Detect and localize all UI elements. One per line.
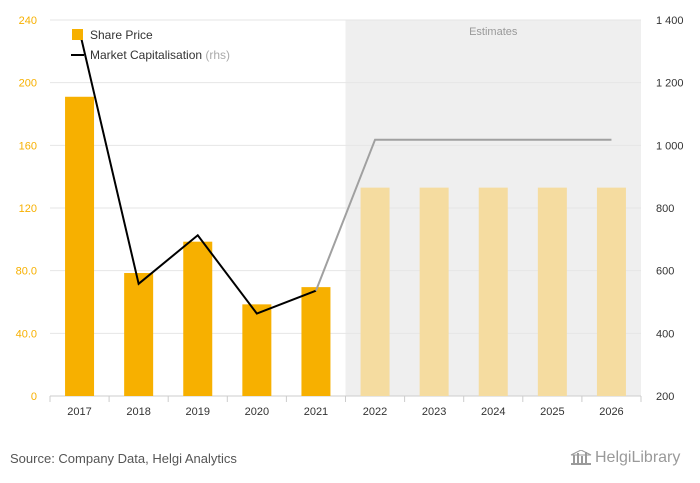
bar-share-price (360, 187, 390, 396)
y-left-tick-label: 0 (31, 391, 37, 403)
estimates-label: Estimates (469, 26, 518, 38)
logo-text: HelgiLibrary (595, 449, 681, 466)
x-tick-label: 2024 (481, 406, 505, 418)
x-tick-label: 2025 (540, 406, 564, 418)
library-icon (570, 450, 592, 465)
legend-market-cap-name: Market Capitalisation (90, 48, 205, 62)
bar-share-price (183, 241, 213, 396)
y-left-tick-label: 240 (19, 15, 37, 27)
line-market-cap-estimate (315, 138, 612, 292)
line-market-cap (78, 30, 317, 315)
x-tick-label: 2021 (304, 406, 328, 418)
x-tick-label: 2022 (363, 406, 387, 418)
bar-share-price (65, 96, 95, 397)
x-tick-label: 2019 (186, 406, 210, 418)
bar-share-price (537, 187, 567, 396)
y-right-tick-label: 200 (656, 391, 674, 403)
source-note: Source: Company Data, Helgi Analytics (10, 451, 237, 466)
legend-market-cap-unit: (rhs) (205, 48, 230, 62)
chart: Estimates 0 40.0 80.0 120 160 200 240 200 400 600 8… (16, 15, 684, 418)
y-left-tick-label: 200 (19, 78, 37, 90)
x-tick-label: 2026 (599, 406, 623, 418)
y-left-tick-label: 80.0 (16, 266, 37, 278)
y-right-tick-label: 1 400 (656, 15, 684, 27)
helgi-library-logo[interactable]: HelgiLibrary (570, 449, 680, 467)
x-tick-label: 2020 (245, 406, 269, 418)
y-right-tick-label: 600 (656, 266, 674, 278)
bar-share-price (419, 187, 449, 396)
x-tick-label: 2023 (422, 406, 446, 418)
legend-swatch-share-price (72, 29, 83, 40)
y-left-tick-label: 120 (19, 203, 37, 215)
legend-label-share-price: Share Price (90, 28, 153, 42)
y-right-tick-label: 1 000 (656, 140, 684, 152)
bar-share-price (596, 187, 626, 396)
y-right-tick-label: 400 (656, 328, 674, 340)
bar-share-price (301, 287, 331, 396)
y-left-tick-label: 160 (19, 140, 37, 152)
bar-share-price (478, 187, 508, 396)
bar-share-price (124, 273, 154, 396)
y-right-tick-label: 800 (656, 203, 674, 215)
bar-share-price (242, 304, 272, 396)
legend-label-market-cap: Market Capitalisation (rhs) (90, 48, 230, 62)
y-left-tick-label: 40.0 (16, 328, 37, 340)
y-right-tick-label: 1 200 (656, 78, 684, 90)
x-tick-label: 2018 (126, 406, 150, 418)
x-tick-label: 2017 (67, 406, 91, 418)
